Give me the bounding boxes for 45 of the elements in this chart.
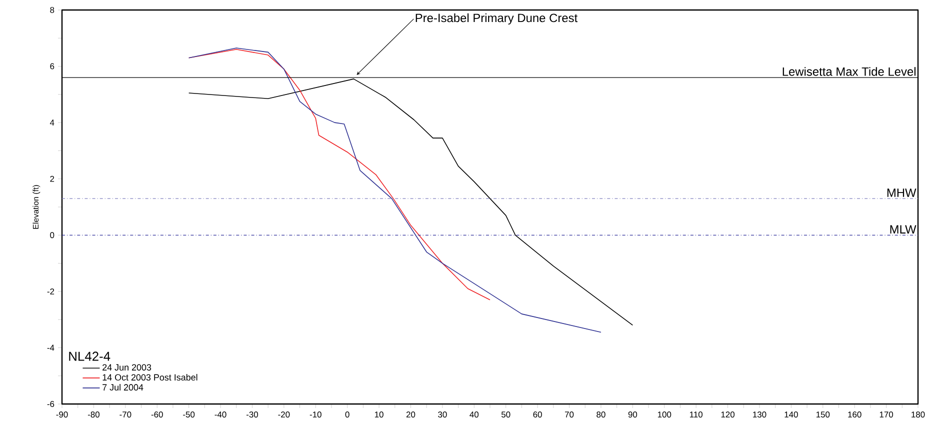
legend-label: 14 Oct 2003 Post Isabel: [102, 374, 198, 381]
x-tick-label: 110: [690, 412, 702, 418]
y-tick-label: 2: [50, 176, 54, 182]
legend-label: 24 Jun 2003: [102, 364, 152, 371]
y-tick-label: -2: [47, 288, 54, 294]
x-tick-label: -30: [246, 412, 258, 418]
x-tick-label: 60: [533, 412, 542, 418]
x-tick-label: 90: [628, 412, 638, 418]
x-tick-label: 20: [406, 412, 416, 418]
x-tick-label: 180: [912, 412, 925, 418]
x-tick-label: 170: [880, 412, 894, 418]
x-tick-label: 160: [848, 412, 862, 418]
y-tick-label: 4: [50, 120, 54, 126]
legend-title: NL42-4: [69, 352, 110, 361]
ref-line-label: MHW: [887, 188, 916, 197]
y-tick-label: 0: [50, 232, 54, 238]
x-tick-label: 40: [470, 412, 479, 418]
x-tick-label: 130: [753, 412, 766, 418]
x-tick-label: -20: [278, 412, 290, 418]
x-tick-label: 150: [816, 412, 830, 418]
x-tick-label: -40: [214, 412, 226, 418]
annotation: Pre-Isabel Primary Dune Crest: [416, 13, 578, 25]
ref-line-label: Lewisetta Max Tide Level: [782, 67, 916, 76]
y-tick-label: 6: [50, 63, 54, 70]
y-tick-label: -6: [47, 401, 54, 407]
x-tick-label: 70: [564, 412, 574, 418]
x-tick-label: 0: [345, 412, 350, 418]
x-tick-label: -80: [88, 412, 100, 418]
ref-line-label: MLW: [890, 225, 916, 234]
x-tick-label: -90: [56, 412, 68, 418]
y-tick-label: 8: [50, 7, 54, 13]
x-tick-label: -10: [310, 412, 322, 418]
y-tick-label: -4: [47, 344, 54, 351]
x-tick-label: 50: [501, 412, 510, 418]
line-series: [188, 48, 490, 300]
x-tick-label: 140: [784, 412, 798, 418]
legend-label: 7 Jul 2004: [102, 384, 144, 391]
x-tick-label: 100: [658, 412, 672, 418]
x-tick-label: -70: [120, 412, 132, 418]
x-tick-label: 80: [596, 412, 606, 418]
x-tick-label: 120: [721, 412, 735, 418]
x-tick-label: -60: [151, 412, 163, 418]
x-tick-label: 10: [374, 412, 384, 418]
x-tick-label: -50: [183, 412, 195, 418]
x-tick-label: 30: [438, 412, 447, 418]
